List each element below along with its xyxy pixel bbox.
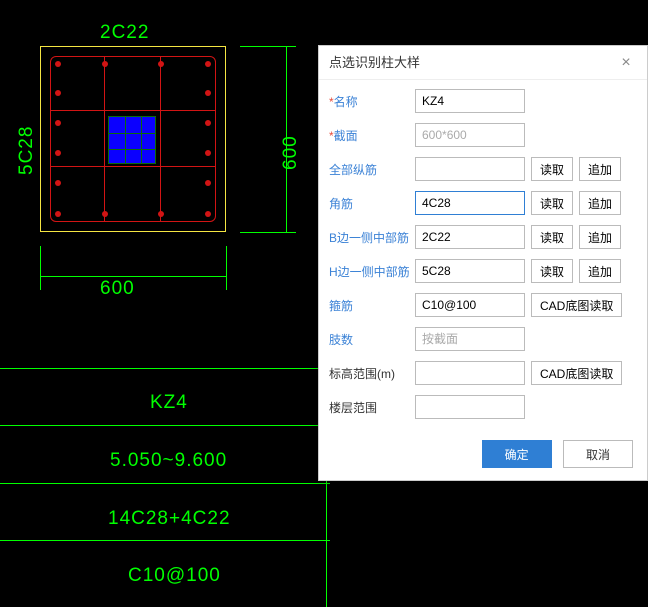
row-elev: 标高范围(m) CAD底图读取	[329, 360, 637, 386]
input-bmid[interactable]	[415, 225, 525, 249]
cad-read-button-stirrup[interactable]: CAD底图读取	[531, 293, 622, 317]
rebar-dot	[205, 90, 211, 96]
table-cell-stirrup: C10@100	[128, 565, 221, 587]
top-rebar-label: 2C22	[100, 22, 149, 44]
label-stirrup: 箍筋	[329, 297, 415, 314]
close-icon[interactable]: ×	[611, 46, 641, 80]
append-button-allbar[interactable]: 追加	[579, 157, 621, 181]
input-hmid[interactable]	[415, 259, 525, 283]
rebar-dot	[55, 61, 61, 67]
label-allbar: 全部纵筋	[329, 161, 415, 178]
input-stirrup[interactable]	[415, 293, 525, 317]
table-cell-bars: 14C28+4C22	[108, 508, 231, 530]
read-button-corner[interactable]: 读取	[531, 191, 573, 215]
left-rebar-label: 5C28	[16, 126, 38, 175]
input-name[interactable]	[415, 89, 525, 113]
row-hmid: H边一侧中部筋 读取 追加	[329, 258, 637, 284]
stirrup-vline	[104, 56, 105, 222]
label-section: *截面	[329, 127, 415, 144]
row-bmid: B边一侧中部筋 读取 追加	[329, 224, 637, 250]
label-elev: 标高范围(m)	[329, 365, 415, 382]
dim-tick	[40, 246, 41, 290]
rebar-dot	[55, 180, 61, 186]
dim-line	[40, 276, 226, 277]
rebar-dot	[55, 150, 61, 156]
append-button-bmid[interactable]: 追加	[579, 225, 621, 249]
rebar-dot	[205, 180, 211, 186]
rebar-dot	[205, 120, 211, 126]
label-bmid: B边一侧中部筋	[329, 229, 415, 246]
rebar-dot	[205, 150, 211, 156]
rebar-dot	[158, 61, 164, 67]
stirrup-vline	[160, 56, 161, 222]
label-corner: 角筋	[329, 195, 415, 212]
dialog-body: *名称 *截面 全部纵筋 读取 追加 角筋 读取 追加 B边一侧中部筋 读取 追…	[319, 80, 647, 432]
cancel-button[interactable]: 取消	[563, 440, 633, 468]
dialog-footer: 确定 取消	[319, 432, 647, 480]
stirrup-hline	[50, 166, 216, 167]
rebar-dot	[205, 61, 211, 67]
dim-height: 600	[280, 135, 302, 170]
stirrup-hline	[50, 110, 216, 111]
append-button-hmid[interactable]: 追加	[579, 259, 621, 283]
input-section[interactable]	[415, 123, 525, 147]
input-elev[interactable]	[415, 361, 525, 385]
dim-tick	[240, 46, 296, 47]
row-floor: 楼层范围	[329, 394, 637, 420]
input-floor[interactable]	[415, 395, 525, 419]
read-button-bmid[interactable]: 读取	[531, 225, 573, 249]
table-cell-name: KZ4	[150, 392, 188, 414]
selection-core	[108, 116, 156, 164]
read-button-allbar[interactable]: 读取	[531, 157, 573, 181]
table-cell-elev: 5.050~9.600	[110, 450, 227, 472]
dim-tick	[240, 232, 296, 233]
input-corner[interactable]	[415, 191, 525, 215]
column-recognize-dialog: 点选识别柱大样 × *名称 *截面 全部纵筋 读取 追加 角筋 读取 追加 B边…	[318, 45, 648, 481]
rebar-dot	[55, 120, 61, 126]
dim-width: 600	[100, 278, 135, 300]
read-button-hmid[interactable]: 读取	[531, 259, 573, 283]
ok-button[interactable]: 确定	[482, 440, 552, 468]
input-allbar[interactable]	[415, 157, 525, 181]
label-limbs: 肢数	[329, 331, 415, 348]
rebar-dot	[205, 211, 211, 217]
cad-read-button-elev[interactable]: CAD底图读取	[531, 361, 622, 385]
dim-tick	[226, 246, 227, 290]
row-allbar: 全部纵筋 读取 追加	[329, 156, 637, 182]
row-stirrup: 箍筋 CAD底图读取	[329, 292, 637, 318]
dialog-title-text: 点选识别柱大样	[329, 55, 420, 70]
rebar-dot	[55, 90, 61, 96]
table-line	[0, 483, 330, 484]
row-limbs: 肢数	[329, 326, 637, 352]
label-name: *名称	[329, 93, 415, 110]
label-floor: 楼层范围	[329, 399, 415, 416]
table-line	[0, 540, 330, 541]
table-line	[0, 425, 330, 426]
rebar-dot	[158, 211, 164, 217]
row-name: *名称	[329, 88, 637, 114]
rebar-dot	[55, 211, 61, 217]
input-limbs[interactable]	[415, 327, 525, 351]
rebar-dot	[102, 61, 108, 67]
table-line	[0, 368, 330, 369]
dialog-title: 点选识别柱大样 ×	[319, 46, 647, 80]
row-corner: 角筋 读取 追加	[329, 190, 637, 216]
row-section: *截面	[329, 122, 637, 148]
rebar-dot	[102, 211, 108, 217]
label-hmid: H边一侧中部筋	[329, 263, 415, 280]
append-button-corner[interactable]: 追加	[579, 191, 621, 215]
